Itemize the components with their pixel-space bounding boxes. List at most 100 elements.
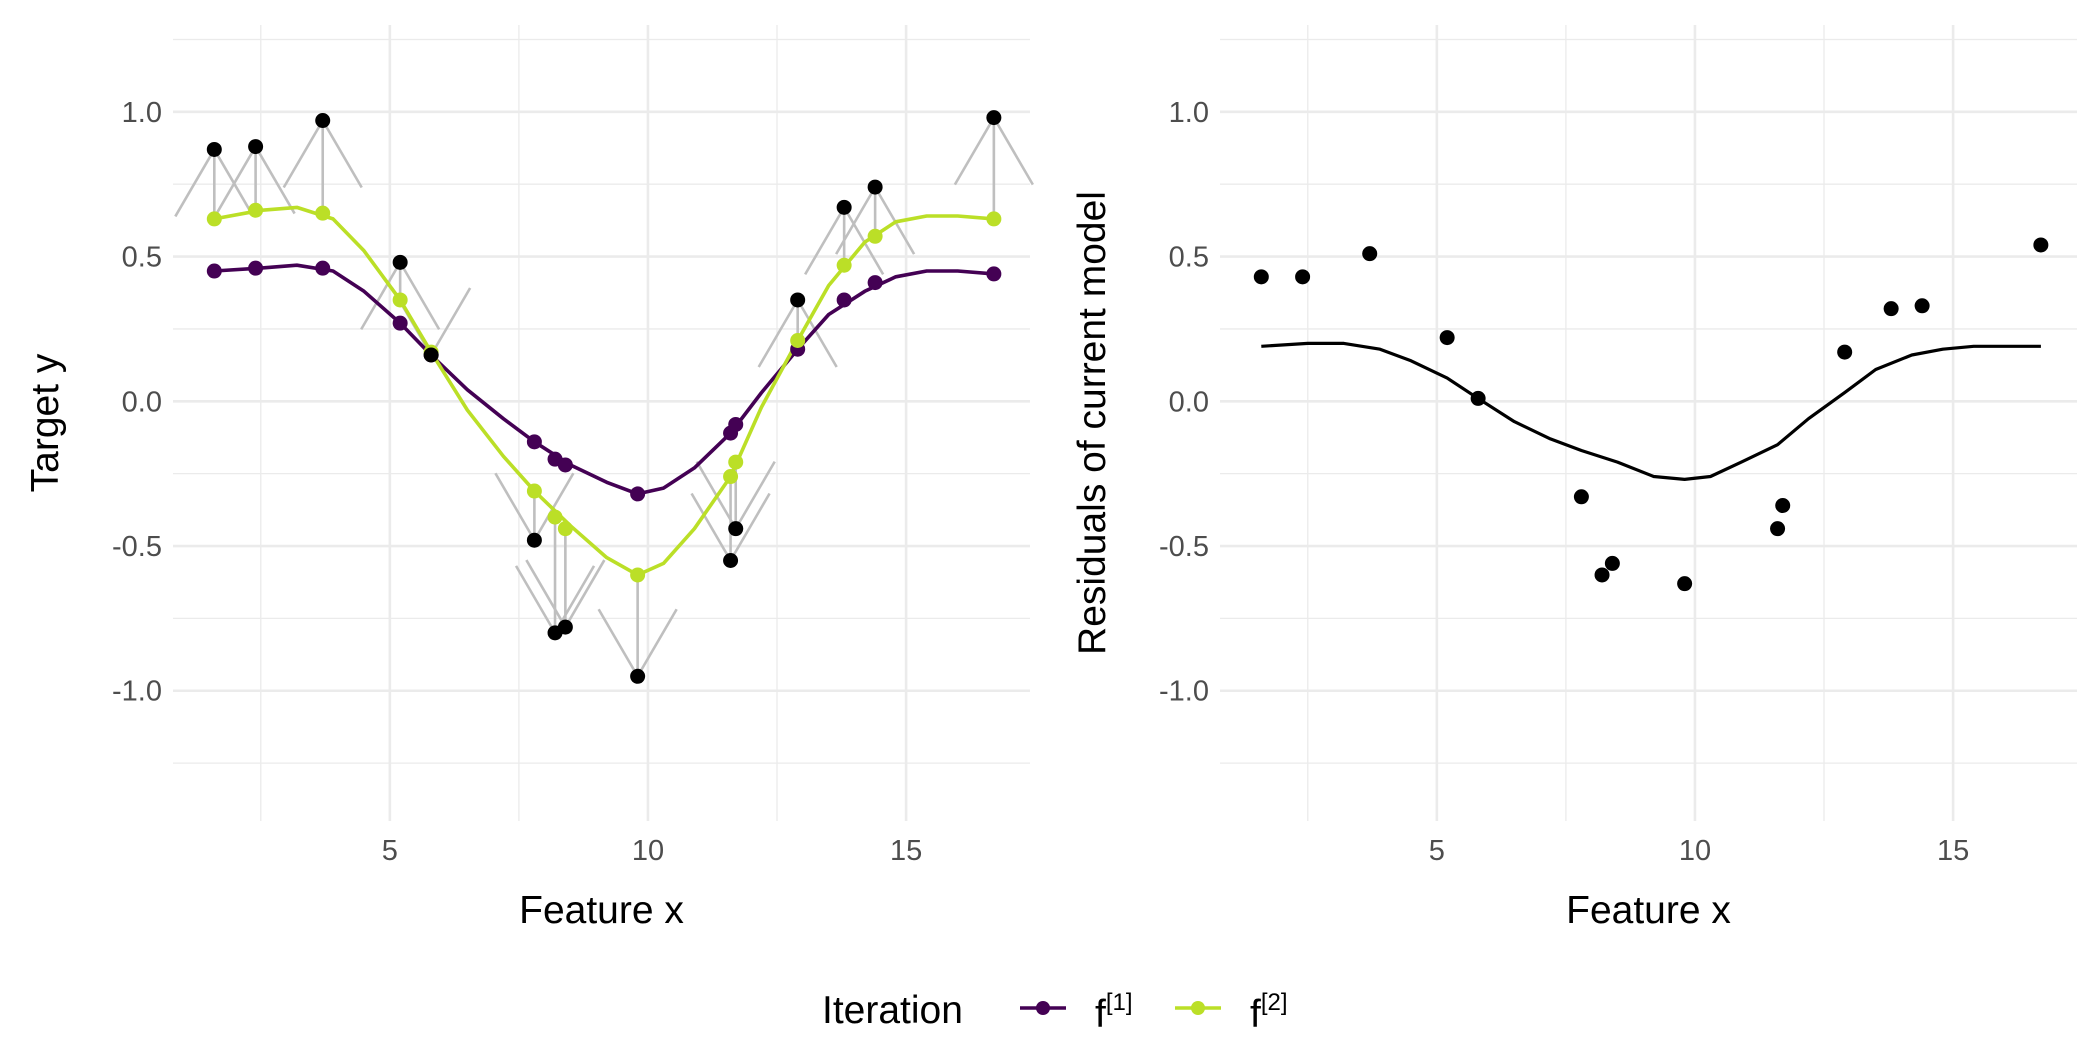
residual-arrow-head	[734, 460, 776, 530]
legend-item-f2: f[2]	[1175, 989, 1288, 1036]
fitted-point	[723, 469, 739, 485]
fitted-point	[836, 257, 852, 273]
data-points	[206, 110, 1002, 684]
x-tick-label: 5	[382, 835, 398, 867]
x-tick-label: 10	[1679, 835, 1711, 867]
observation-point	[526, 532, 542, 548]
residual-point	[1439, 330, 1455, 346]
observation-point	[423, 347, 439, 363]
observation-point	[986, 110, 1002, 126]
fitted-point	[867, 275, 883, 291]
fitted-point	[790, 333, 806, 349]
observation-point	[315, 113, 331, 129]
x-axis-title: Feature x	[519, 889, 684, 932]
legend-item-f1: f[1]	[1020, 989, 1133, 1036]
x-tick-label: 10	[632, 835, 664, 867]
residual-arrow-head	[525, 559, 567, 628]
residual-arrow-head	[399, 261, 441, 331]
residual-point	[1914, 298, 1930, 314]
fitted-point	[728, 454, 744, 470]
residual-arrow-head	[430, 287, 472, 356]
legend-key-point	[1036, 1001, 1050, 1015]
observation-point	[557, 619, 573, 635]
residual-fit-curve	[1261, 341, 2041, 481]
panel-target-y: 5 10 15 1.0 0.5 0.0 -0.5 -1.0 Feature x Target …	[24, 25, 1034, 932]
legend-title: Iteration	[822, 989, 963, 1032]
legend-label-base: f	[1095, 993, 1106, 1036]
residual-arrow-head	[564, 559, 606, 628]
residual-arrow-head	[215, 145, 257, 215]
residual-arrow-head	[321, 119, 363, 189]
y-tick-label: -0.5	[1159, 531, 1209, 563]
residual-point	[1573, 489, 1589, 505]
fitted-point	[547, 509, 563, 525]
fitted-point	[728, 416, 744, 432]
fitted-point	[206, 211, 222, 227]
fitted-point	[557, 457, 573, 473]
residual-arrow-head	[636, 608, 678, 677]
residual-arrow-head	[174, 148, 216, 218]
observation-point	[248, 139, 264, 155]
fitted-point	[836, 292, 852, 308]
y-axis-title: Residuals of current model	[1071, 191, 1114, 655]
y-tick-label: 1.0	[1169, 97, 1209, 129]
legend-label-superscript: [1]	[1106, 989, 1133, 1016]
grid	[1220, 25, 2077, 821]
y-tick-label: 0.5	[122, 242, 162, 274]
y-tick-label: -1.0	[112, 676, 162, 708]
residual-point	[1604, 555, 1620, 571]
residual-arrow-head	[757, 299, 799, 368]
residual-arrow-head	[533, 472, 575, 541]
residual-arrow-head	[992, 116, 1034, 186]
y-tick-label: -1.0	[1159, 676, 1209, 708]
residual-arrow-head	[514, 565, 557, 634]
observation-point	[630, 668, 646, 684]
residual-arrow-head	[796, 299, 838, 368]
fitted-curve	[214, 263, 995, 496]
x-tick-label: 5	[1429, 835, 1445, 867]
legend: Iteration f[1] f[2]	[822, 989, 1288, 1036]
residual-point	[1837, 344, 1853, 360]
x-axis-title: Feature x	[1566, 889, 1731, 932]
legend-label-base: f	[1250, 993, 1261, 1036]
fitted-point	[986, 266, 1002, 282]
fitted-point	[392, 292, 408, 308]
fit-curve	[1261, 341, 2041, 481]
fitted-point	[315, 260, 331, 276]
fitted-point	[206, 263, 222, 279]
fitted-point	[986, 211, 1002, 227]
residual-arrow-head	[282, 119, 324, 189]
residual-arrow-head	[494, 472, 536, 541]
x-tick-label: 15	[890, 835, 922, 867]
y-tick-label: 0.0	[122, 386, 162, 418]
fitted-point	[392, 315, 408, 331]
fitted-point	[867, 228, 883, 244]
residual-point	[1253, 269, 1269, 285]
y-axis-title: Target y	[24, 353, 67, 492]
residual-point	[1775, 497, 1791, 513]
panel-residuals: 5 10 15 1.0 0.5 0.0 -0.5 -1.0 Feature x Residua…	[1071, 25, 2077, 932]
observation-point	[728, 521, 744, 537]
residual-point	[1362, 246, 1378, 262]
observation-point	[723, 552, 739, 568]
residual-point	[1295, 269, 1311, 285]
fitted-point	[630, 567, 646, 583]
residual-arrow-head	[729, 492, 771, 562]
residual-arrow-head	[690, 492, 732, 562]
residual-arrow-head	[360, 261, 402, 331]
residual-arrow-head	[804, 206, 846, 276]
x-tick-label: 15	[1937, 835, 1969, 867]
fitted-point	[248, 202, 264, 218]
legend-label: f[2]	[1250, 989, 1288, 1036]
residual-point	[2033, 237, 2049, 253]
legend-key-point	[1191, 1001, 1205, 1015]
legend-label: f[1]	[1095, 989, 1133, 1036]
y-tick-label: 0.0	[1169, 386, 1209, 418]
tick-labels: 5 10 15 1.0 0.5 0.0 -0.5 -1.0	[1159, 97, 1969, 867]
observation-point	[790, 292, 806, 308]
fitted-point	[248, 260, 264, 276]
residual-point	[1470, 390, 1486, 406]
residual-arrow-head	[597, 608, 639, 677]
fitted-point	[557, 521, 573, 537]
legend-label-superscript: [2]	[1261, 989, 1288, 1016]
